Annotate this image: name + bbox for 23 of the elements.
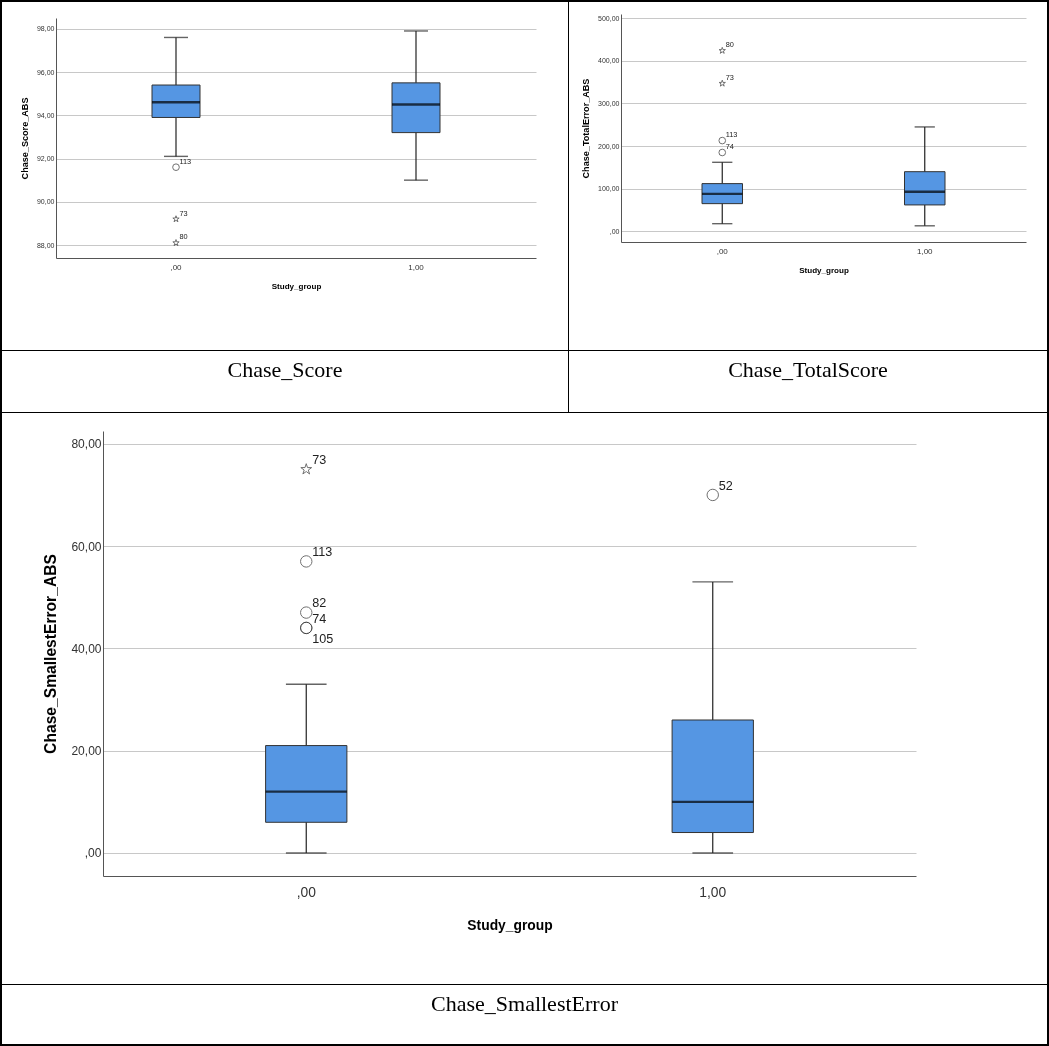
y-tick-label: 20,00 [71,744,102,759]
text: Chase_SmallestError [2,984,1047,1044]
annotation: 105 [312,631,334,646]
y-axis-title: Chase_Score_ABS [19,97,30,180]
annotation: 113 [312,545,333,560]
text: Chase_Score [2,350,568,412]
annotation: 82 [312,596,327,611]
x-tick-label: 1,00 [699,884,727,901]
y-tick-label: 60,00 [71,539,102,554]
text: Chase_TotalScore [569,350,1047,412]
x-axis-title: Study_group [271,282,322,292]
x-tick-label: 1,00 [408,263,425,273]
annotation: 74 [312,611,327,626]
x-axis-title: Study_group [467,917,553,934]
annotation: 73 [312,452,327,467]
x-tick-label: 1,00 [916,247,934,257]
annotation: 52 [718,478,733,493]
x-axis-title: Study_group [799,266,849,276]
y-axis-title: Chase_TotalError_ABS [581,78,592,179]
y-tick-label: 80,00 [71,437,102,452]
y-tick-label: ,00 [84,846,102,861]
y-axis-title: Chase_SmallestError_ABS [42,554,60,754]
y-tick-label: 40,00 [71,641,102,656]
